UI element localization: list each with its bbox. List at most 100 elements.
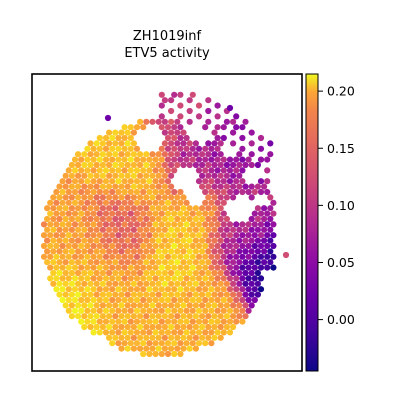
spot <box>109 340 116 347</box>
spot <box>251 286 258 293</box>
spot <box>102 307 110 314</box>
spot <box>208 340 215 347</box>
spot <box>81 291 88 298</box>
spot <box>149 291 156 298</box>
spot <box>118 269 125 277</box>
spot <box>171 329 178 336</box>
spot <box>133 178 141 185</box>
spot <box>211 323 218 331</box>
spot <box>199 215 206 223</box>
spot <box>93 323 100 331</box>
spot <box>174 302 181 309</box>
spot <box>242 302 249 309</box>
spot <box>183 286 190 293</box>
spot <box>214 145 221 152</box>
spot <box>220 264 227 271</box>
spot <box>102 188 110 196</box>
spot <box>242 237 249 244</box>
spot <box>84 210 91 217</box>
spot <box>118 140 125 147</box>
spot <box>171 232 178 239</box>
spot <box>158 124 165 131</box>
spot <box>220 232 227 239</box>
spot <box>93 140 100 147</box>
spot <box>214 167 221 174</box>
spot <box>177 286 184 293</box>
spot <box>102 210 110 217</box>
spot <box>99 172 106 179</box>
spot <box>47 210 54 217</box>
spot <box>121 253 128 260</box>
spot <box>84 307 91 314</box>
spot <box>81 226 88 233</box>
spot <box>127 232 134 239</box>
spot <box>189 156 196 163</box>
spot <box>158 275 165 282</box>
spot <box>168 226 175 233</box>
spot <box>186 345 193 352</box>
spot <box>177 329 184 336</box>
spot <box>152 340 159 347</box>
spot <box>180 237 187 244</box>
spot <box>248 237 255 244</box>
spot <box>195 296 203 304</box>
spot <box>130 334 137 341</box>
spot <box>152 253 159 260</box>
spot <box>192 280 199 287</box>
spot <box>99 140 106 147</box>
spot <box>47 264 54 271</box>
spot <box>96 296 103 304</box>
spot <box>177 318 184 325</box>
spot <box>143 183 150 190</box>
spot <box>220 275 227 282</box>
spot <box>96 286 103 293</box>
spot <box>214 188 221 196</box>
spot <box>115 145 122 152</box>
spot <box>104 114 112 122</box>
spot <box>223 269 230 277</box>
spot <box>84 167 91 174</box>
spot <box>68 259 75 266</box>
spot <box>140 275 147 282</box>
spot <box>96 156 103 163</box>
spot <box>158 264 165 271</box>
spot <box>211 183 218 190</box>
spot <box>50 205 57 212</box>
spot <box>242 161 249 169</box>
spot <box>99 237 106 244</box>
spot <box>93 161 100 169</box>
spot <box>127 199 134 206</box>
spot <box>189 210 196 217</box>
spot <box>146 296 153 304</box>
spot <box>121 178 128 185</box>
spot <box>233 124 240 131</box>
spot <box>152 188 159 196</box>
spot <box>186 107 193 115</box>
spot <box>99 215 106 223</box>
spot <box>81 172 88 179</box>
spot <box>53 286 60 293</box>
spot <box>199 151 206 158</box>
spot <box>93 194 100 201</box>
spot <box>115 210 122 217</box>
spot <box>137 226 144 233</box>
spot <box>87 205 94 212</box>
spot <box>261 237 268 244</box>
spot <box>133 264 141 271</box>
spot <box>226 156 234 163</box>
spot <box>180 259 187 266</box>
spot <box>133 318 141 325</box>
spot <box>81 248 88 255</box>
spot <box>109 178 116 185</box>
spot <box>124 129 131 136</box>
spot <box>177 134 184 142</box>
spot <box>47 275 54 282</box>
spot <box>90 199 97 206</box>
spot <box>78 199 85 206</box>
spot <box>68 226 75 233</box>
spot <box>223 248 230 255</box>
spot <box>106 215 113 223</box>
spot <box>75 194 82 201</box>
spot <box>143 226 150 233</box>
spot <box>180 140 187 147</box>
